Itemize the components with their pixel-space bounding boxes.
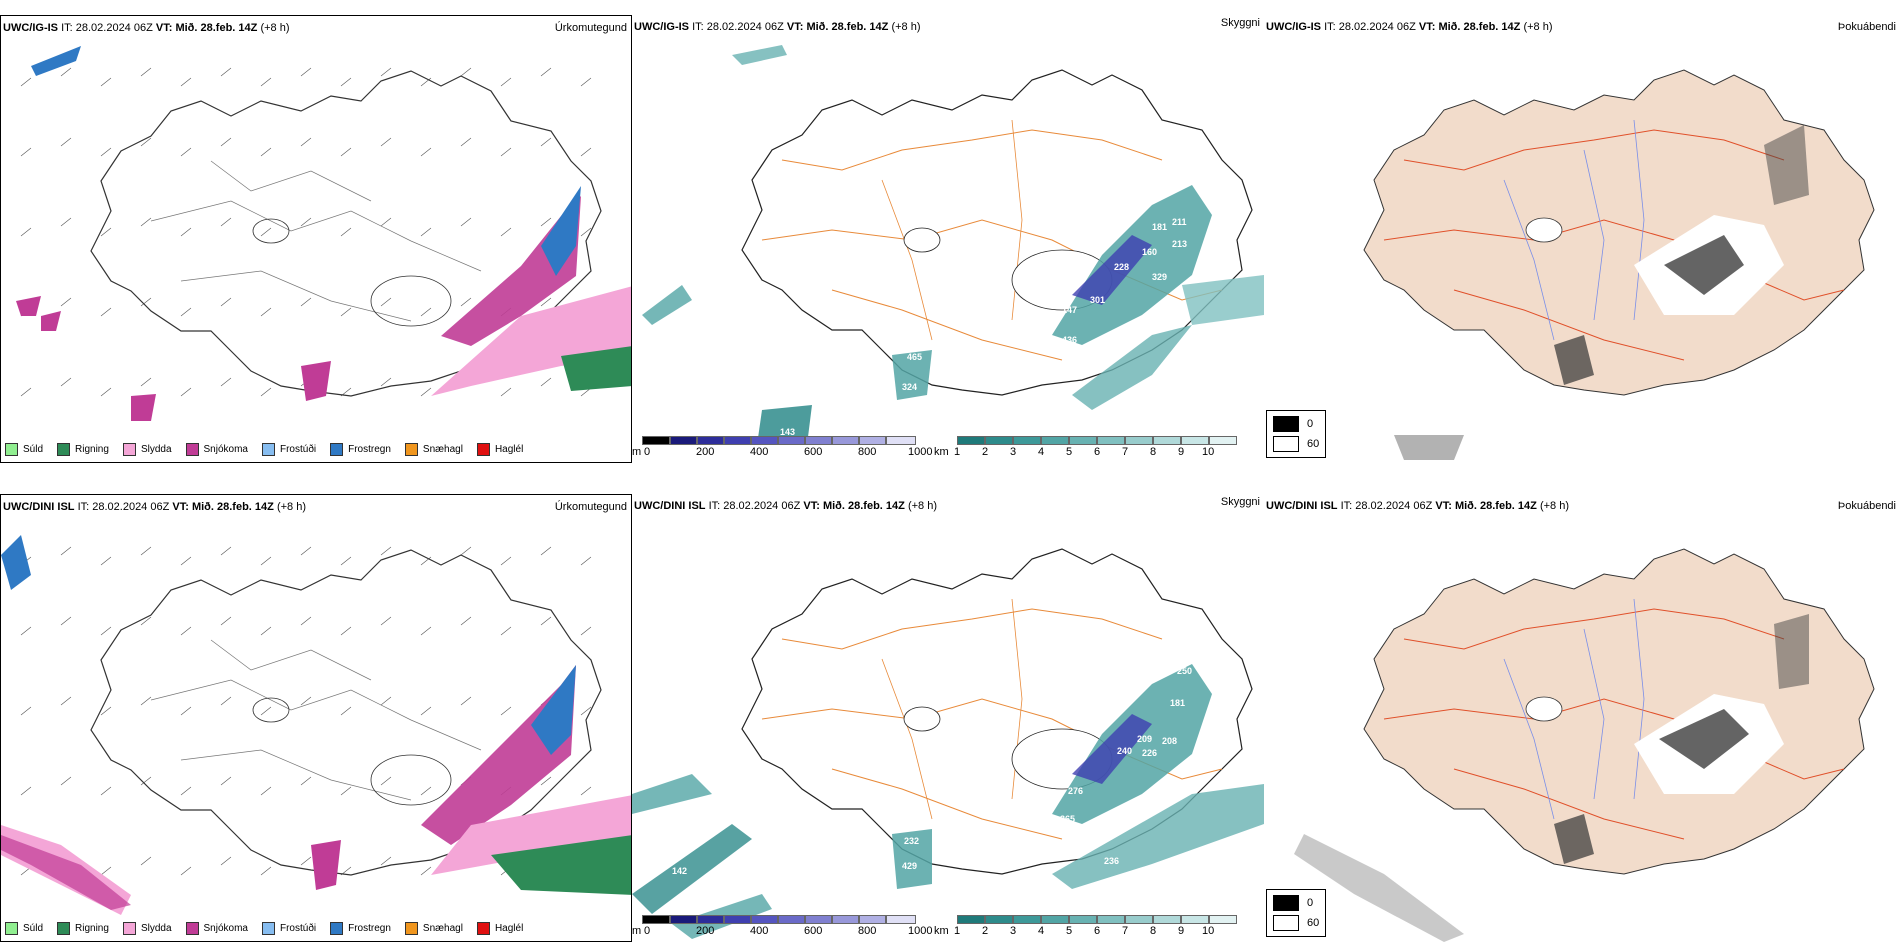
fog-map [1264,15,1900,460]
vis-label: 100 [646,834,661,844]
legend-item: Frostregn [330,443,391,456]
precip-legend: Súld Rigning Slydda Snjókoma Frostúði Fr… [5,443,523,456]
fog-legend: 0 60 [1266,410,1327,458]
panel-field-name: Úrkomutegund [554,22,627,34]
precip-type-panel-row2: UWC/DINI ISL IT: 28.02.2024 06Z VT: Mið.… [0,494,632,942]
legend-item: Frostúði [261,443,316,456]
vis-label: 211 [1172,217,1187,227]
legend-item: Súld [5,922,43,935]
panel-field-name: Þokuábendi [1837,500,1896,512]
fog-panel-row2: UWC/DINI ISL IT: 28.02.2024 06Z VT: Mið.… [1264,494,1900,942]
legend-item: Haglél [476,443,523,456]
vis-label: 365 [1060,814,1075,824]
visibility-colorbar [957,436,1237,445]
fog-legend: 0 60 [1266,889,1327,937]
cloudbase-ticks: m 0 200 400 600 800 1000 [632,446,933,458]
vis-label: 209 [1137,734,1152,744]
legend-item: Snjókoma [185,443,248,456]
panel-field-name: Þokuábendi [1837,21,1896,33]
cloudbase-colorbar [642,915,916,924]
vis-label: 213 [1172,239,1187,249]
vis-label: 181 [1152,222,1167,232]
vis-label: 147 [1062,305,1077,315]
legend-item: Rigning [57,443,109,456]
vis-label: 429 [902,861,917,871]
vis-label: 181 [1170,698,1185,708]
vis-label: 140 [782,906,797,916]
legend-item: Snjókoma [185,922,248,935]
panel-title: UWC/DINI ISL IT: 28.02.2024 06Z VT: Mið.… [3,501,306,513]
cloudbase-colorbar [642,436,916,445]
visibility-ticks: km 1 2 3 4 5 6 7 8 9 10 [934,925,1215,937]
panel-title: UWC/DINI ISL IT: 28.02.2024 06Z VT: Mið.… [634,500,937,512]
visibility-map: 147 301 228 160 329 213 211 181 436 465 … [642,45,1264,445]
precip-map [16,46,631,421]
vis-label: 329 [1152,272,1167,282]
vis-label: 160 [1142,247,1157,257]
vis-label: 324 [902,382,917,392]
legend-item: Súld [5,443,43,456]
fog-panel-row1: UWC/IG-IS IT: 28.02.2024 06Z VT: Mið. 28… [1264,15,1900,463]
vis-label: 208 [1162,736,1177,746]
panel-title: UWC/IG-IS IT: 28.02.2024 06Z VT: Mið. 28… [634,21,921,33]
legend-item: Slydda [122,443,172,456]
visibility-panel-row1: 147 301 228 160 329 213 211 181 436 465 … [632,15,1264,463]
vis-label: 301 [1090,295,1105,305]
vis-label: 250 [1177,666,1192,676]
legend-item: Snæhagl [404,922,463,935]
visibility-map: 276 365 240 226 209 208 181 250 429 232 … [632,494,1264,939]
panel-title: UWC/IG-IS IT: 28.02.2024 06Z VT: Mið. 28… [3,22,290,34]
vis-label: 465 [907,352,922,362]
legend-item: Frostúði [261,922,316,935]
panel-field-name: Úrkomutegund [554,501,627,513]
panel-title: UWC/DINI ISL IT: 28.02.2024 06Z VT: Mið.… [1266,500,1569,512]
vis-label: 276 [1068,786,1083,796]
legend-item: Rigning [57,922,109,935]
panel-field-name: Skyggni [1220,17,1260,29]
vis-label: 228 [1114,262,1129,272]
vis-label: 236 [1104,856,1119,866]
visibility-panel-row2: 276 365 240 226 209 208 181 250 429 232 … [632,494,1264,942]
vis-label: 226 [1142,748,1157,758]
precip-map [1,535,631,915]
vis-label: 143 [780,427,795,437]
vis-label: 240 [1117,746,1132,756]
legend-item: Snæhagl [404,443,463,456]
legend-item: Slydda [122,922,172,935]
panel-field-name: Skyggni [1220,496,1260,508]
visibility-ticks: km 1 2 3 4 5 6 7 8 9 10 [934,446,1215,458]
vis-label: 436 [1062,335,1077,345]
panel-title: UWC/IG-IS IT: 28.02.2024 06Z VT: Mið. 28… [1266,21,1553,33]
visibility-colorbar [957,915,1237,924]
fog-map [1294,494,1900,942]
cloudbase-ticks: m 0 200 400 600 800 1000 [632,925,933,937]
precip-type-panel-row1: UWC/IG-IS IT: 28.02.2024 06Z VT: Mið. 28… [0,15,632,463]
legend-item: Haglél [476,922,523,935]
vis-label: 142 [672,866,687,876]
precip-legend: Súld Rigning Slydda Snjókoma Frostúði Fr… [5,922,523,935]
legend-item: Frostregn [330,922,391,935]
vis-label: 232 [904,836,919,846]
